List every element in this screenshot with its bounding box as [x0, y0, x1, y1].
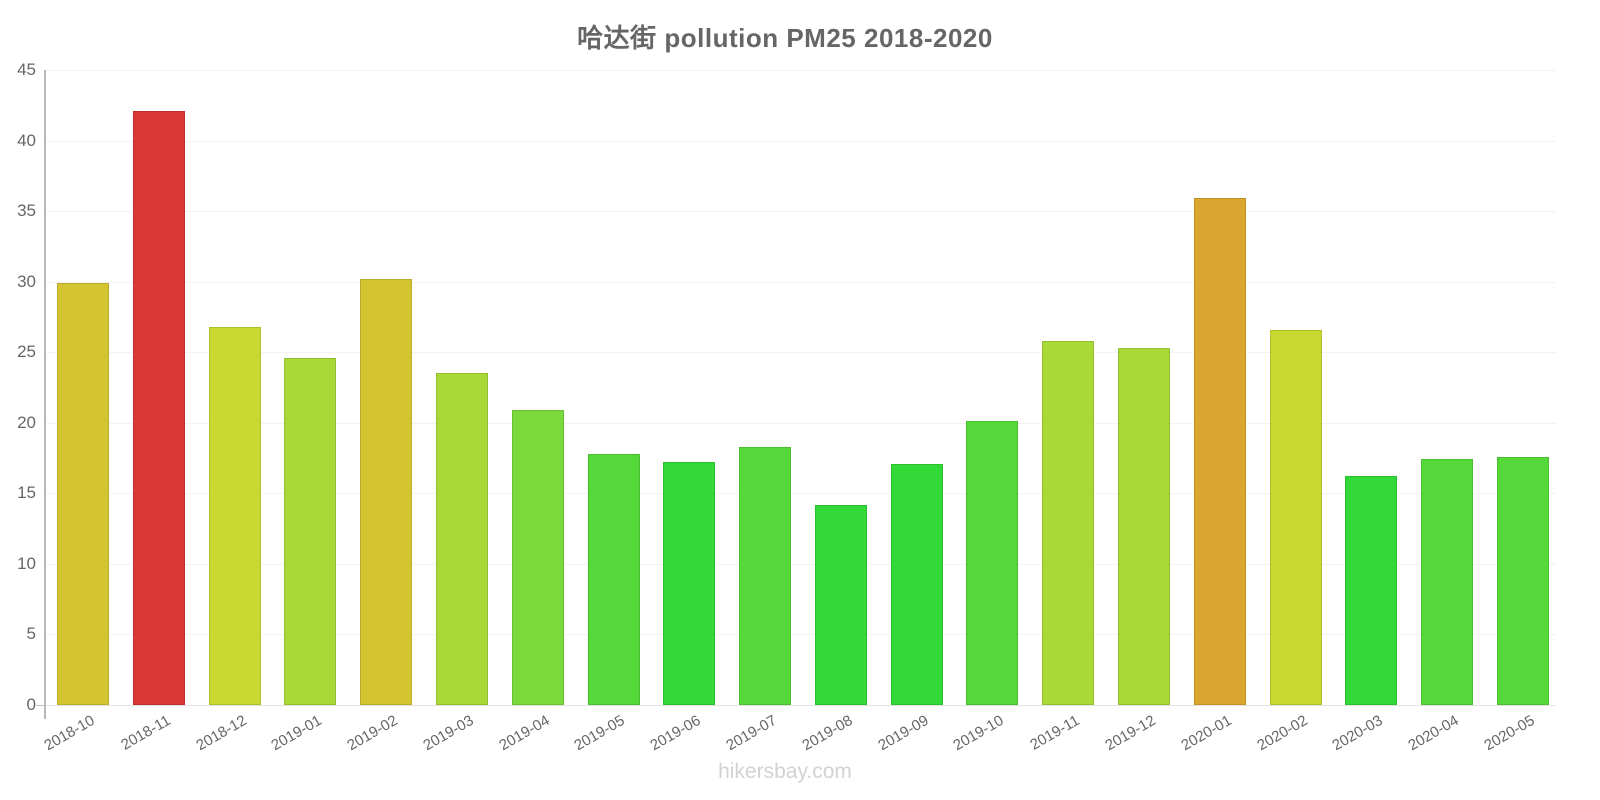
x-axis-label-2019-01: 2019-01 — [268, 712, 325, 755]
bar-2019-01 — [284, 357, 337, 705]
bar-2019-10 — [966, 421, 1019, 705]
gridline-25 — [45, 352, 1556, 354]
y-axis-label-25: 25 — [17, 342, 36, 362]
bar-2020-02 — [1269, 329, 1322, 705]
bar-2019-04 — [511, 410, 564, 705]
gridline-40 — [45, 140, 1556, 142]
x-axis-label-2019-08: 2019-08 — [799, 712, 856, 755]
y-axis-label-40: 40 — [17, 130, 36, 150]
gridline-20 — [45, 422, 1556, 424]
y-axis-label-30: 30 — [17, 271, 36, 291]
x-axis-label-2020-03: 2020-03 — [1329, 712, 1386, 755]
bar-2019-09 — [890, 463, 943, 705]
bar-2020-01 — [1193, 198, 1246, 705]
y-axis-line — [44, 70, 46, 719]
bar-2019-03 — [435, 373, 488, 705]
gridline-30 — [45, 281, 1556, 283]
x-axis-label-2019-07: 2019-07 — [723, 712, 780, 755]
x-axis-label-2020-01: 2020-01 — [1178, 712, 1235, 755]
x-axis-label-2019-02: 2019-02 — [344, 712, 401, 755]
x-axis-baseline — [45, 705, 1556, 706]
x-axis-label-2018-10: 2018-10 — [41, 712, 98, 755]
gridline-10 — [45, 563, 1556, 565]
x-axis-label-2020-02: 2020-02 — [1253, 712, 1311, 755]
gridline-35 — [45, 211, 1556, 213]
bar-2019-11 — [1042, 340, 1095, 705]
bar-2020-05 — [1497, 456, 1549, 705]
bar-2019-06 — [663, 462, 716, 705]
gridline-15 — [45, 493, 1556, 495]
y-axis-label-20: 20 — [17, 412, 36, 432]
bar-2019-08 — [814, 504, 867, 705]
x-axis-label-2019-04: 2019-04 — [496, 712, 553, 755]
x-axis-label-2019-03: 2019-03 — [420, 712, 477, 755]
bar-2019-07 — [739, 446, 792, 705]
gridline-5 — [45, 634, 1556, 636]
x-axis-label-2020-04: 2020-04 — [1405, 712, 1462, 755]
y-axis-label-10: 10 — [17, 553, 36, 573]
x-axis-label-2019-06: 2019-06 — [647, 712, 704, 755]
x-axis-label-2019-11: 2019-11 — [1027, 712, 1083, 754]
bar-2018-11 — [132, 110, 185, 705]
y-axis-label-5: 5 — [26, 624, 36, 644]
x-axis-label-2019-05: 2019-05 — [571, 712, 629, 755]
bar-2020-04 — [1421, 459, 1474, 705]
bar-2018-12 — [208, 326, 261, 705]
y-tick-0 — [36, 705, 44, 706]
x-axis-label-2020-05: 2020-05 — [1481, 712, 1538, 755]
y-axis-label-0: 0 — [26, 695, 36, 714]
y-axis-label-15: 15 — [17, 483, 36, 503]
bar-2018-10 — [57, 283, 109, 705]
bar-2020-03 — [1345, 476, 1398, 705]
x-axis-label-2019-09: 2019-09 — [875, 712, 932, 755]
x-axis-label-2018-11: 2018-11 — [118, 712, 174, 754]
bar-2019-02 — [360, 278, 413, 705]
y-axis-label-35: 35 — [17, 201, 36, 221]
bar-2019-12 — [1118, 347, 1171, 705]
chart-title: 哈达街 pollution PM25 2018-2020 — [577, 23, 993, 53]
bar-2019-05 — [587, 453, 640, 705]
gridline-45 — [45, 70, 1556, 71]
x-axis-label-2018-12: 2018-12 — [192, 712, 250, 755]
footer-site-link[interactable]: hikersbay.com — [718, 760, 852, 783]
x-axis-label-2019-12: 2019-12 — [1102, 712, 1159, 755]
x-axis-label-2019-10: 2019-10 — [950, 712, 1007, 755]
y-axis-label-45: 45 — [17, 60, 36, 79]
